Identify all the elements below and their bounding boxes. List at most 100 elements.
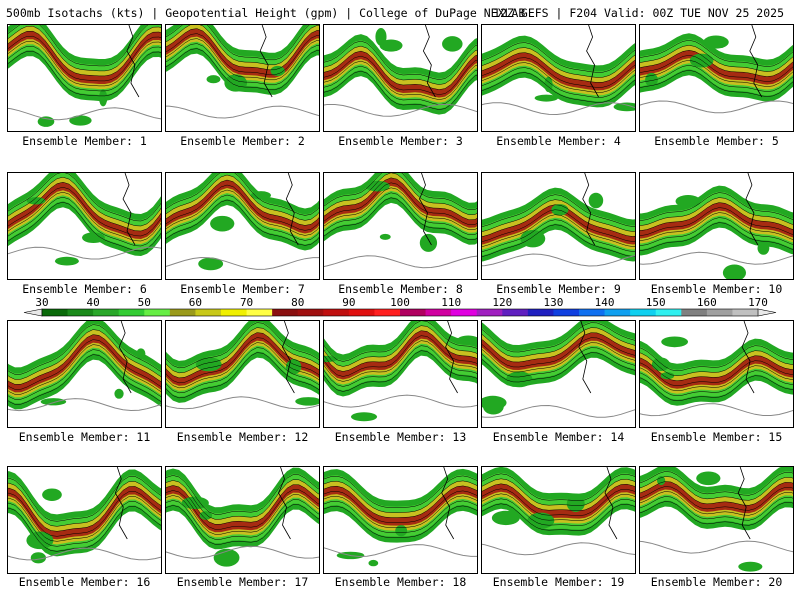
legend-swatch	[195, 309, 222, 316]
ensemble-panel-16	[7, 466, 162, 574]
panel-caption: Ensemble Member: 6	[22, 282, 147, 296]
height-contour	[166, 48, 319, 91]
height-contour	[640, 375, 793, 402]
low-speed-contour	[324, 544, 477, 558]
legend-tick-label: 110	[441, 296, 462, 309]
height-contour	[482, 72, 635, 103]
height-contour	[324, 325, 477, 367]
height-contour	[640, 355, 793, 382]
height-contour	[640, 212, 793, 241]
ensemble-panel-20	[639, 466, 794, 574]
low-speed-contour	[482, 253, 635, 267]
height-contour	[482, 194, 635, 227]
isotach-blob	[645, 72, 658, 87]
jet-stream-map	[324, 467, 477, 567]
legend-swatch	[272, 309, 299, 316]
isotach-blob	[757, 241, 770, 255]
height-contour	[482, 47, 635, 78]
isotach-blob	[42, 488, 62, 502]
panel-caption: Ensemble Member: 12	[176, 430, 309, 444]
height-contour	[482, 204, 635, 237]
jet-stream-map	[8, 467, 161, 564]
height-contour	[166, 173, 319, 216]
height-contour	[166, 327, 319, 374]
height-contour	[482, 57, 635, 88]
height-contour	[8, 481, 161, 527]
isotach-blob	[98, 89, 108, 107]
jet-stream-map	[324, 173, 477, 269]
low-speed-contour	[166, 105, 319, 119]
isotach-blob	[368, 559, 379, 567]
coastline	[122, 173, 136, 246]
low-speed-contour	[640, 251, 793, 265]
height-contour	[640, 345, 793, 372]
jet-stream-map	[8, 173, 161, 266]
height-contour	[166, 352, 319, 399]
height-contour	[324, 490, 477, 523]
isotach-blob	[696, 471, 721, 486]
legend-swatch	[118, 309, 145, 316]
height-contour	[8, 349, 161, 400]
isotach-blob	[206, 75, 221, 84]
height-contour	[8, 329, 161, 380]
height-contour	[166, 347, 319, 394]
legend-swatch	[706, 309, 733, 316]
height-contour	[482, 219, 635, 252]
height-contour	[482, 209, 635, 242]
legend-swatch	[297, 309, 324, 316]
height-contour	[640, 365, 793, 392]
legend-tick-label: 90	[342, 296, 356, 309]
height-contour	[166, 184, 319, 231]
jet-stream-map	[166, 467, 319, 567]
isotach-band	[482, 478, 635, 524]
legend-swatch	[246, 309, 273, 316]
ensemble-panel-11	[7, 320, 162, 428]
height-contour	[482, 62, 635, 93]
legend-tick-label: 170	[748, 296, 768, 309]
height-contour	[324, 70, 477, 110]
isotach-band	[640, 202, 793, 239]
panel-caption: Ensemble Member: 16	[18, 575, 151, 589]
height-contour	[324, 340, 477, 382]
height-contour	[640, 60, 793, 87]
isotach-blob	[82, 232, 105, 244]
height-contour	[8, 354, 161, 405]
height-contour	[324, 330, 477, 372]
ensemble-panel-5	[639, 24, 794, 132]
height-contour	[166, 337, 319, 384]
height-contour	[8, 339, 161, 390]
height-contour	[482, 322, 635, 353]
isotach-blob	[54, 256, 79, 266]
legend-swatch	[502, 309, 529, 316]
height-contour	[166, 179, 319, 226]
panel-caption: Ensemble Member: 19	[492, 575, 625, 589]
legend-tick-label: 120	[492, 296, 513, 309]
height-contour	[166, 25, 310, 61]
isotach-band	[324, 46, 477, 103]
height-contour	[324, 335, 477, 377]
jet-stream-map	[324, 25, 477, 117]
isotach-band	[640, 481, 793, 514]
isotach-blob	[199, 511, 213, 520]
panel-caption: Ensemble Member: 8	[338, 282, 463, 296]
low-speed-contour	[640, 403, 793, 417]
height-contour	[324, 495, 477, 528]
panel-caption: Ensemble Member: 5	[654, 134, 779, 148]
height-contour	[166, 43, 319, 86]
height-contour	[324, 173, 477, 216]
low-speed-contour	[166, 396, 319, 410]
panel-caption: Ensemble Member: 17	[176, 575, 309, 589]
isotach-blob	[703, 35, 729, 49]
legend-swatch	[604, 309, 631, 316]
height-contour	[8, 344, 161, 395]
height-contour	[166, 499, 319, 540]
height-contour	[482, 347, 635, 378]
jet-stream-map	[482, 173, 635, 267]
height-contour	[482, 327, 635, 358]
legend-swatch	[732, 309, 759, 316]
height-contour	[482, 332, 635, 363]
legend-swatch	[348, 309, 375, 316]
panel-caption: Ensemble Member: 14	[492, 430, 625, 444]
jet-stream-map	[482, 25, 635, 116]
panel-caption: Ensemble Member: 4	[496, 134, 621, 148]
